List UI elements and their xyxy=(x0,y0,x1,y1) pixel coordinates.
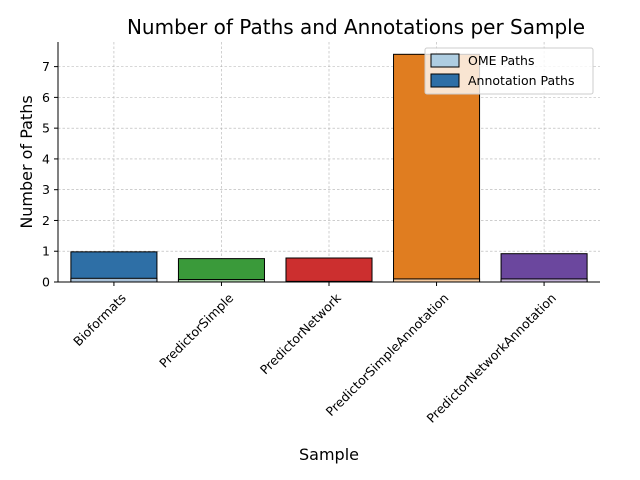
annotation-bar-bioformats xyxy=(70,251,158,283)
chart-title: Number of Paths and Annotations per Samp… xyxy=(127,15,585,39)
y-ticks: 0 1 2 3 4 5 6 7 xyxy=(42,59,58,290)
x-tick-label-predictor-simple-annotation: PredictorSimpleAnnotation xyxy=(323,290,452,419)
y-tick-label: 5 xyxy=(42,121,50,136)
legend: OME Paths Annotation Paths xyxy=(424,47,594,95)
y-tick-label: 3 xyxy=(42,182,50,197)
annotation-bar-predictor-simple xyxy=(177,258,265,283)
y-tick-label: 7 xyxy=(42,59,50,74)
y-tick-label: 6 xyxy=(42,90,50,105)
legend-label-ome-paths: OME Paths xyxy=(468,53,534,68)
legend-box xyxy=(424,47,594,95)
legend-swatch-ome-paths xyxy=(430,53,460,68)
x-tick-label-predictor-network: PredictorNetwork xyxy=(257,290,345,378)
y-tick-label: 1 xyxy=(42,244,50,259)
y-tick-label: 4 xyxy=(42,151,50,166)
annotation-bar-predictor-network xyxy=(285,257,373,283)
x-tick-label-predictor-simple: PredictorSimple xyxy=(156,290,236,370)
annotation-bar-predictor-network-annotation xyxy=(500,253,588,283)
y-axis-label: Number of Paths xyxy=(17,95,36,228)
x-axis-label: Sample xyxy=(299,445,359,464)
x-tick-label-predictor-network-annotation: PredictorNetworkAnnotation xyxy=(424,290,559,425)
legend-swatch-annotation-paths xyxy=(430,73,460,88)
x-tick-label-bioformats: Bioformats xyxy=(70,290,129,349)
legend-label-annotation-paths: Annotation Paths xyxy=(468,73,575,88)
x-ticks: Bioformats PredictorSimple PredictorNetwor… xyxy=(70,282,559,426)
y-tick-label: 2 xyxy=(42,213,50,228)
y-tick-label: 0 xyxy=(42,275,50,290)
annotation-bars xyxy=(70,53,588,283)
ome-bar-bioformats xyxy=(70,277,158,283)
